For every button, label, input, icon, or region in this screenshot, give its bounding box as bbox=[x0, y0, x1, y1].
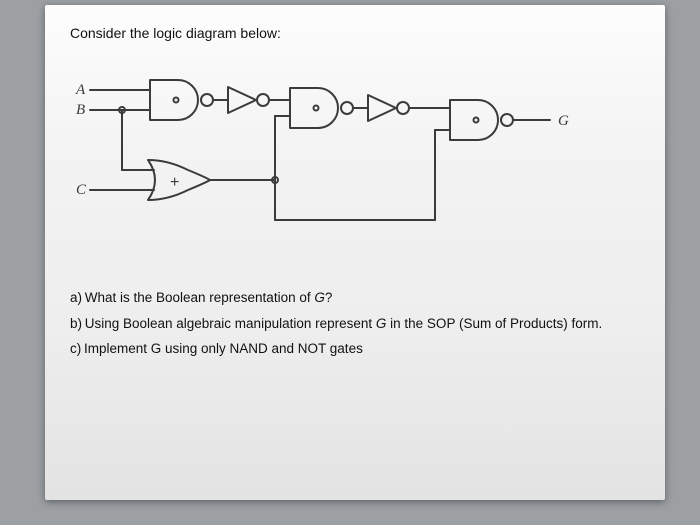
qa-post: ? bbox=[325, 290, 333, 305]
nand-gate-3 bbox=[450, 100, 513, 140]
nand-gate-1 bbox=[150, 80, 213, 120]
not-gate-1 bbox=[228, 87, 269, 113]
qb-post: in the SOP (Sum of Products) form. bbox=[386, 316, 602, 331]
or-gate: + bbox=[148, 160, 210, 200]
output-g-label: G bbox=[558, 113, 569, 129]
worksheet-page: Consider the logic diagram below: A B C bbox=[45, 5, 665, 500]
input-a-label: A bbox=[75, 82, 86, 98]
question-a: a) What is the Boolean representation of… bbox=[70, 285, 602, 311]
question-list: a) What is the Boolean representation of… bbox=[70, 285, 602, 362]
wires bbox=[90, 90, 550, 220]
qb-var: G bbox=[376, 316, 387, 331]
qb-pre: b) Using Boolean algebraic manipulation … bbox=[70, 316, 376, 331]
input-c-label: C bbox=[76, 182, 87, 198]
question-c: c) Implement G using only NAND and NOT g… bbox=[70, 336, 602, 362]
or-plus-label: + bbox=[170, 174, 179, 191]
prompt-title: Consider the logic diagram below: bbox=[70, 25, 281, 41]
not-gate-2 bbox=[368, 95, 409, 121]
input-b-label: B bbox=[76, 102, 85, 118]
qa-pre: a) What is the Boolean representation of bbox=[70, 290, 314, 305]
nand-gate-2 bbox=[290, 88, 353, 128]
logic-diagram: A B C bbox=[70, 70, 630, 250]
question-b: b) Using Boolean algebraic manipulation … bbox=[70, 311, 602, 337]
qa-var: G bbox=[314, 290, 325, 305]
